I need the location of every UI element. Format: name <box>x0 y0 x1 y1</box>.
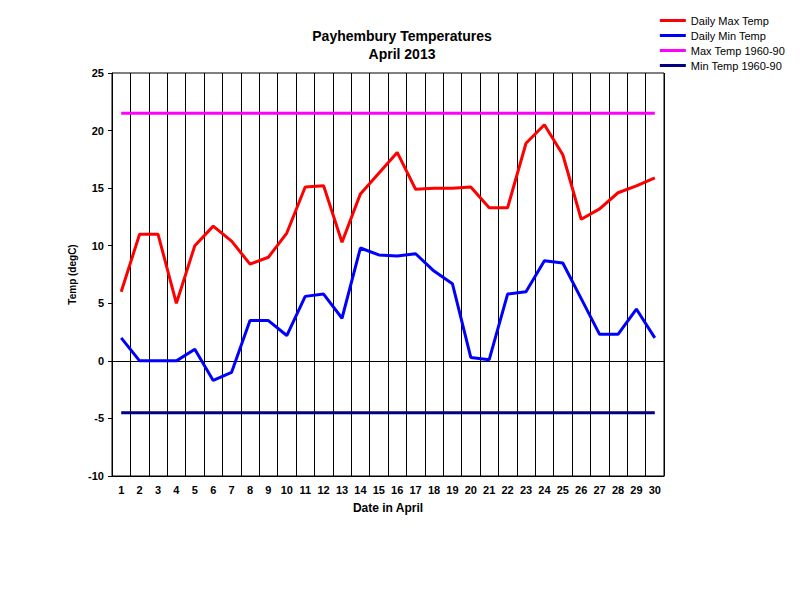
svg-text:20: 20 <box>92 125 104 137</box>
svg-text:30: 30 <box>649 484 661 496</box>
svg-text:12: 12 <box>317 484 329 496</box>
svg-text:24: 24 <box>538 484 551 496</box>
svg-text:9: 9 <box>265 484 271 496</box>
svg-text:10: 10 <box>281 484 293 496</box>
svg-text:20: 20 <box>465 484 477 496</box>
svg-text:Payhembury Temperatures: Payhembury Temperatures <box>312 28 492 44</box>
svg-text:15: 15 <box>92 182 104 194</box>
svg-text:22: 22 <box>501 484 513 496</box>
svg-text:21: 21 <box>483 484 495 496</box>
svg-text:April 2013: April 2013 <box>369 46 436 62</box>
svg-text:-10: -10 <box>88 470 104 482</box>
svg-text:17: 17 <box>409 484 421 496</box>
svg-text:Daily Min Temp: Daily Min Temp <box>691 30 766 42</box>
svg-text:Temp (degC): Temp (degC) <box>67 244 78 304</box>
svg-text:Daily Max Temp: Daily Max Temp <box>691 15 769 27</box>
svg-text:1: 1 <box>118 484 124 496</box>
svg-text:18: 18 <box>428 484 440 496</box>
svg-text:4: 4 <box>173 484 180 496</box>
svg-text:23: 23 <box>520 484 532 496</box>
svg-text:25: 25 <box>557 484 569 496</box>
svg-text:11: 11 <box>299 484 311 496</box>
svg-text:16: 16 <box>391 484 403 496</box>
svg-text:29: 29 <box>630 484 642 496</box>
svg-text:25: 25 <box>92 67 104 79</box>
svg-text:27: 27 <box>593 484 605 496</box>
svg-text:5: 5 <box>192 484 198 496</box>
svg-text:2: 2 <box>137 484 143 496</box>
svg-text:19: 19 <box>446 484 458 496</box>
svg-text:3: 3 <box>155 484 161 496</box>
svg-text:15: 15 <box>373 484 385 496</box>
svg-text:28: 28 <box>612 484 624 496</box>
svg-text:-5: -5 <box>94 412 104 424</box>
svg-text:Min Temp 1960-90: Min Temp 1960-90 <box>691 60 782 72</box>
svg-text:0: 0 <box>98 355 104 367</box>
svg-text:14: 14 <box>354 484 367 496</box>
svg-text:Max Temp 1960-90: Max Temp 1960-90 <box>691 45 785 57</box>
svg-text:6: 6 <box>210 484 216 496</box>
svg-text:7: 7 <box>229 484 235 496</box>
svg-text:Date in April: Date in April <box>353 501 423 515</box>
svg-text:5: 5 <box>98 297 104 309</box>
svg-text:8: 8 <box>247 484 253 496</box>
svg-text:26: 26 <box>575 484 587 496</box>
svg-text:13: 13 <box>336 484 348 496</box>
svg-text:10: 10 <box>92 240 104 252</box>
